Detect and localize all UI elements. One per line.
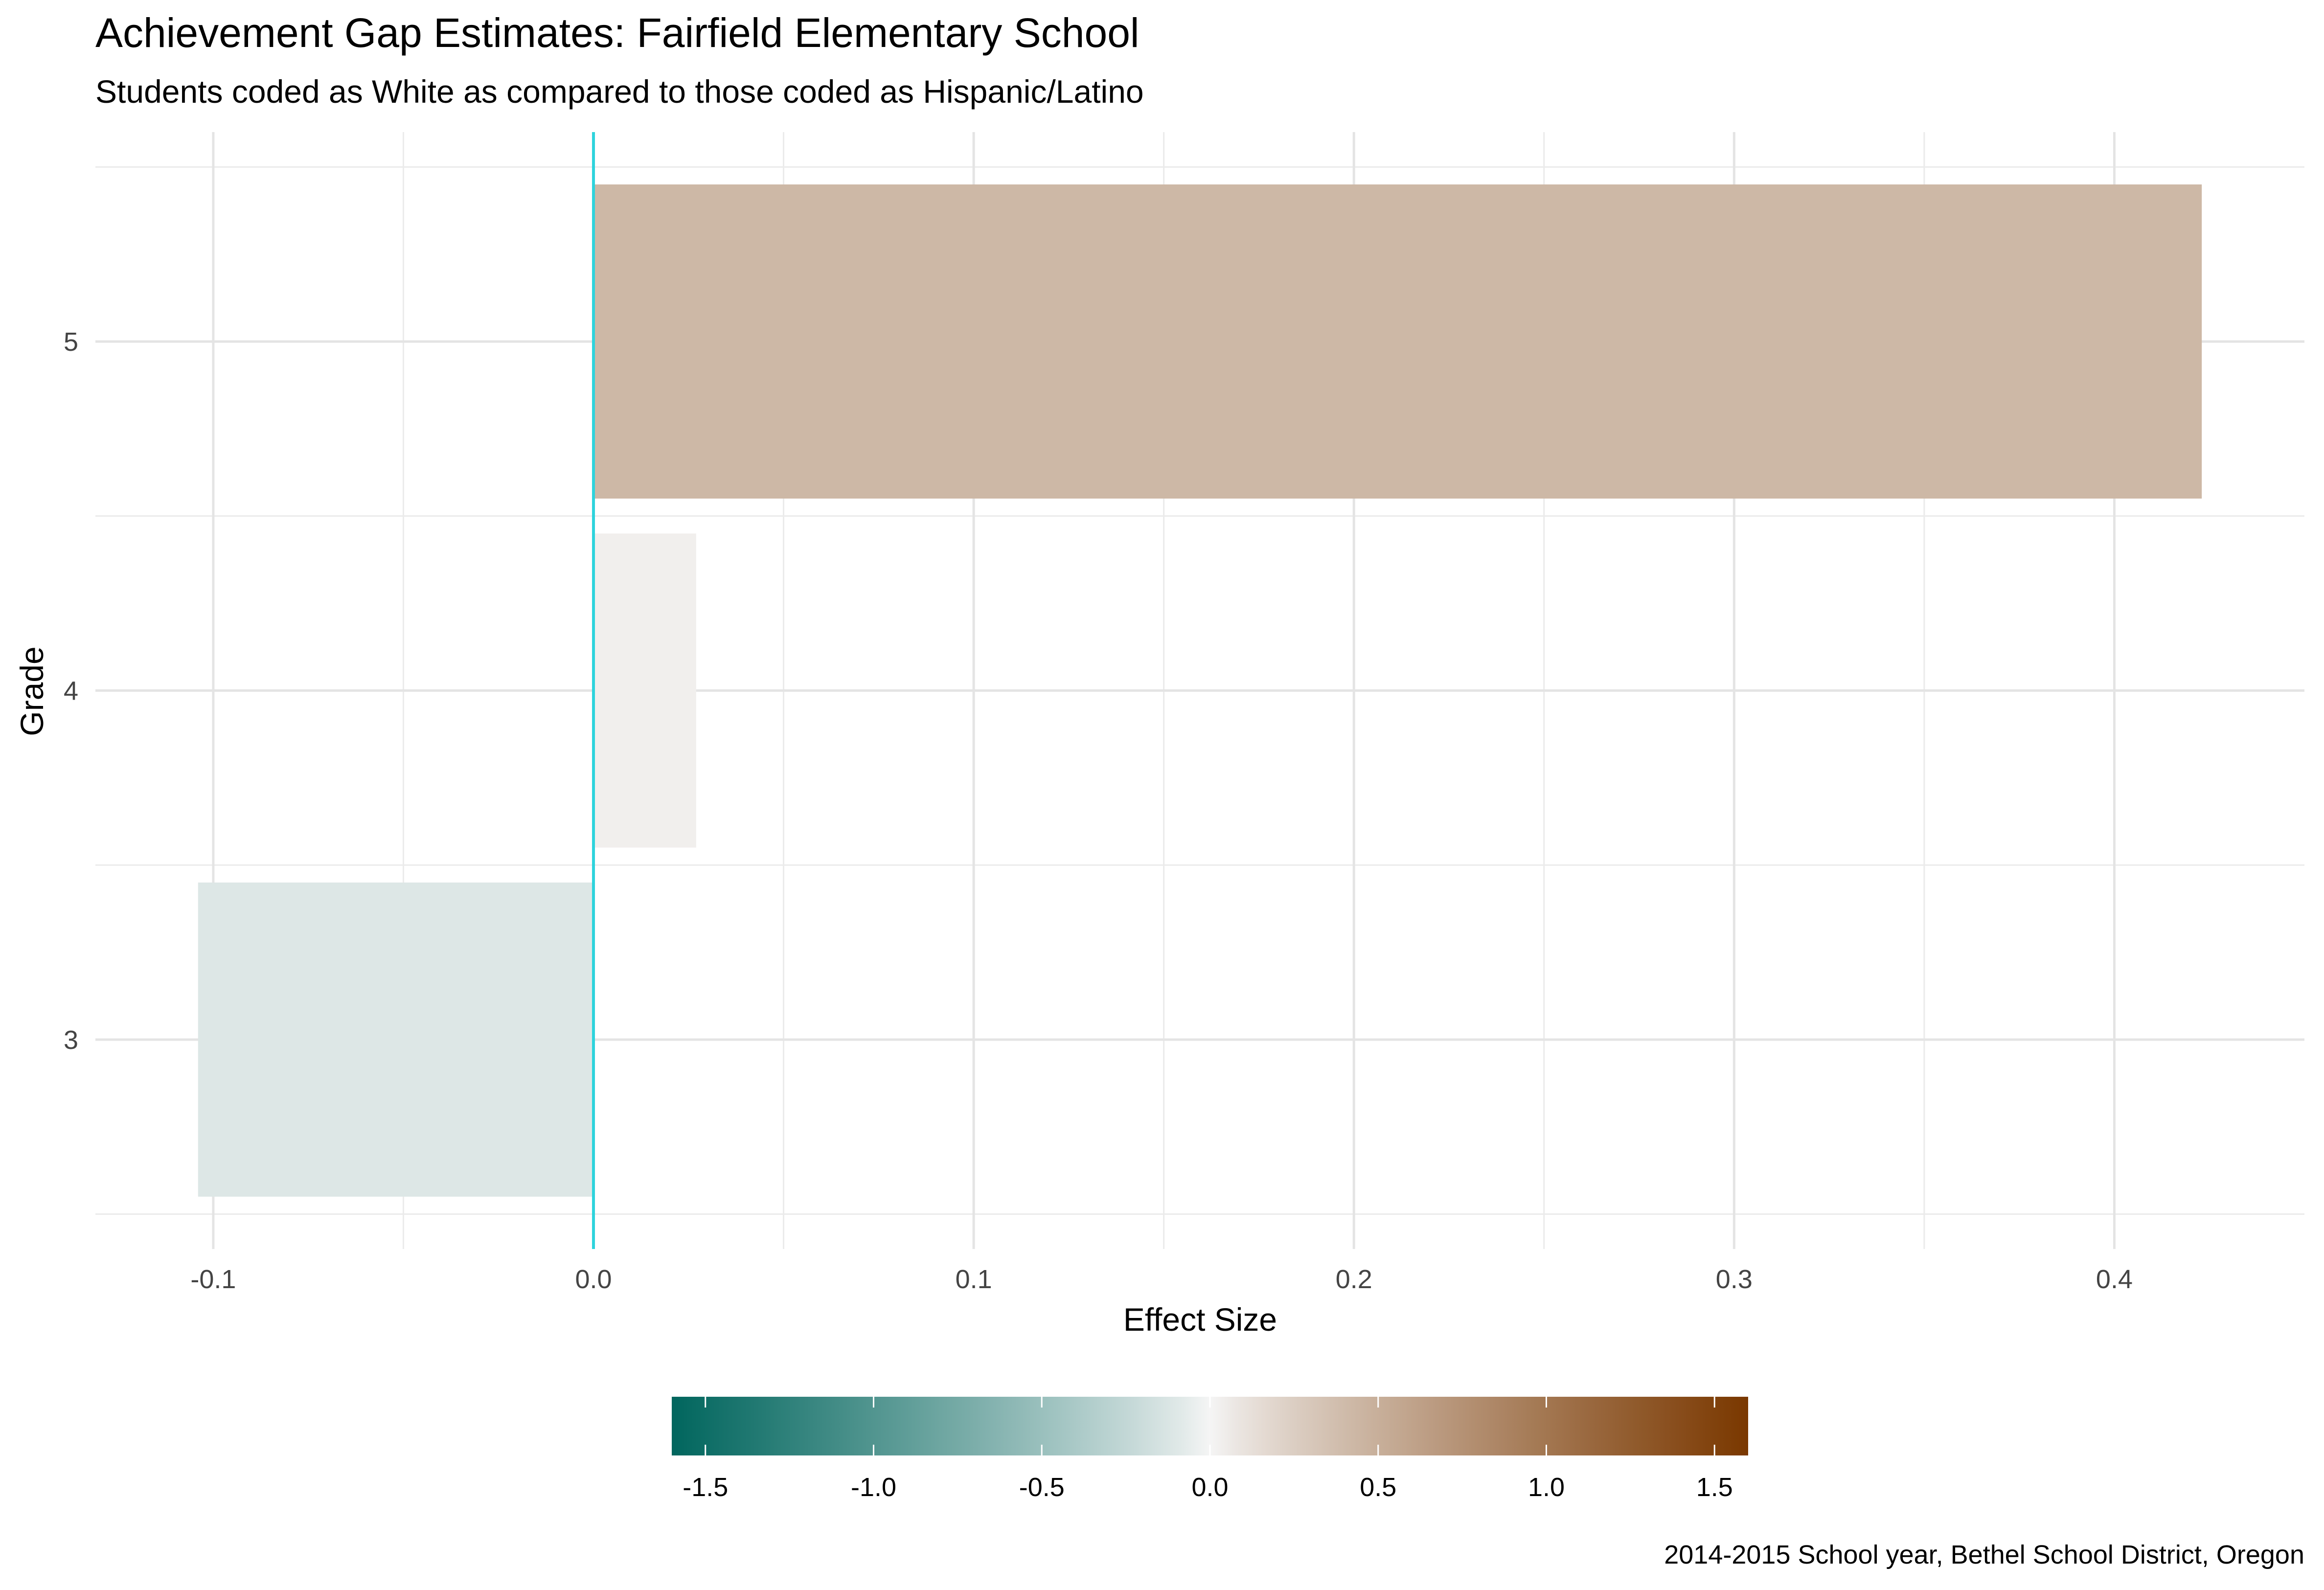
x-tick-label: -0.1 [190,1265,236,1294]
y-axis-title: Grade [14,646,50,736]
x-axis-title: Effect Size [1123,1301,1277,1338]
colorbar-ticks: -1.5 -1.0 -0.5 0.0 0.5 1.0 1.5 [683,1397,1733,1502]
bar-grade-4 [593,533,696,848]
x-tick-label: 0.1 [956,1265,992,1294]
chart-title: Achievement Gap Estimates: Fairfield Ele… [95,10,1139,56]
y-tick-label: 5 [64,327,78,357]
colorbar-tick-label: 1.0 [1528,1473,1565,1502]
y-tick-labels: 3 4 5 [64,327,78,1055]
y-tick-label: 3 [64,1025,78,1055]
x-tick-label: 0.2 [1336,1265,1372,1294]
x-tick-label: 0.3 [1716,1265,1753,1294]
colorbar-tick-label: 1.5 [1696,1473,1733,1502]
chart-caption: 2014-2015 School year, Bethel School Dis… [1664,1540,2304,1569]
y-tick-label: 4 [64,677,78,706]
colorbar-tick-label: -1.5 [683,1473,728,1502]
colorbar-tick-label: 0.5 [1360,1473,1396,1502]
x-tick-label: 0.0 [575,1265,612,1294]
bar-grade-3 [198,882,594,1197]
chart-subtitle: Students coded as White as compared to t… [95,73,1144,110]
colorbar-tick-label: -0.5 [1019,1473,1065,1502]
bars [198,184,2202,1197]
x-tick-labels: -0.1 0.0 0.1 0.2 0.3 0.4 [190,1265,2133,1294]
colorbar-tick-label: 0.0 [1191,1473,1228,1502]
colorbar-tick-label: -1.0 [851,1473,896,1502]
x-tick-label: 0.4 [2096,1265,2133,1294]
bar-grade-5 [593,184,2202,499]
